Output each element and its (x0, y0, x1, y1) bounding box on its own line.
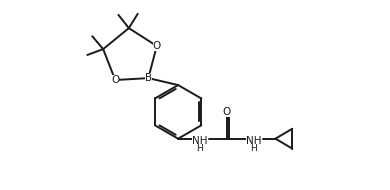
Text: NH: NH (246, 136, 261, 146)
Text: B: B (145, 73, 152, 83)
Text: O: O (223, 107, 231, 117)
Text: H: H (197, 144, 203, 153)
Text: O: O (152, 41, 161, 51)
Text: NH: NH (192, 136, 208, 146)
Text: O: O (111, 75, 119, 85)
Text: H: H (250, 144, 257, 153)
